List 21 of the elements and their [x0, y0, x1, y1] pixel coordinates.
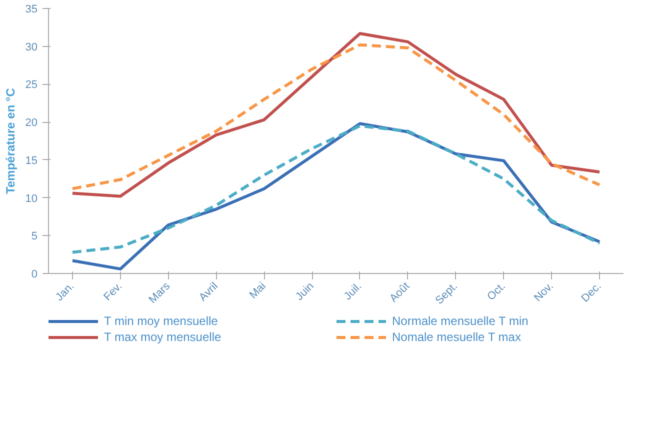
x-tick-label: Jan. — [54, 280, 77, 304]
y-tick-label: 30 — [25, 41, 38, 54]
y-tick-label: 5 — [31, 230, 38, 243]
x-tick-label: Nov. — [532, 280, 556, 304]
x-tick-label: Juil. — [342, 280, 364, 303]
y-tick-label: 10 — [25, 192, 38, 205]
legend-label: T max moy mensuelle — [104, 330, 222, 344]
x-tick-label: Mai — [247, 280, 268, 302]
legend-label: T min moy mensuelle — [104, 314, 219, 328]
x-tick-label: Oct. — [485, 280, 508, 303]
x-tick-label: Juin — [294, 280, 316, 304]
y-tick-label: 20 — [25, 117, 38, 130]
x-tick-label: Dec. — [579, 280, 604, 305]
legend-label: Nomale mesuelle T max — [392, 330, 522, 344]
legend-label: Normale mensuelle T min — [392, 314, 530, 328]
y-tick-label: 25 — [25, 79, 38, 92]
y-tick-label: 15 — [25, 154, 38, 167]
y-axis-title: Température en °C — [3, 88, 18, 194]
y-tick-label: 0 — [31, 268, 38, 280]
x-tick-label: Fev. — [102, 280, 125, 304]
y-tick-label: 35 — [25, 4, 38, 16]
